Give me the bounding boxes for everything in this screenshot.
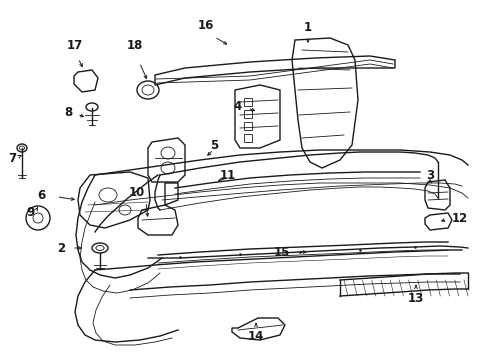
Text: 5: 5 [210,139,218,152]
Text: 3: 3 [426,169,434,182]
Text: 18: 18 [127,39,143,52]
Bar [244,110,252,118]
Text: 7: 7 [8,152,16,165]
Text: 13: 13 [408,292,424,305]
Text: 16: 16 [198,19,214,32]
Text: 14: 14 [248,330,264,343]
Text: 2: 2 [57,242,65,255]
Bar [244,134,252,142]
Text: 6: 6 [37,189,45,202]
Text: 11: 11 [220,168,236,181]
Text: 4: 4 [234,99,242,113]
Text: 1: 1 [304,21,312,34]
Text: 12: 12 [452,212,468,225]
Text: 8: 8 [64,105,72,118]
Text: 15: 15 [273,246,290,258]
Text: 9: 9 [27,206,35,219]
Bar [244,98,252,106]
Text: 10: 10 [129,185,145,198]
Text: 17: 17 [67,39,83,52]
Bar [244,122,252,130]
